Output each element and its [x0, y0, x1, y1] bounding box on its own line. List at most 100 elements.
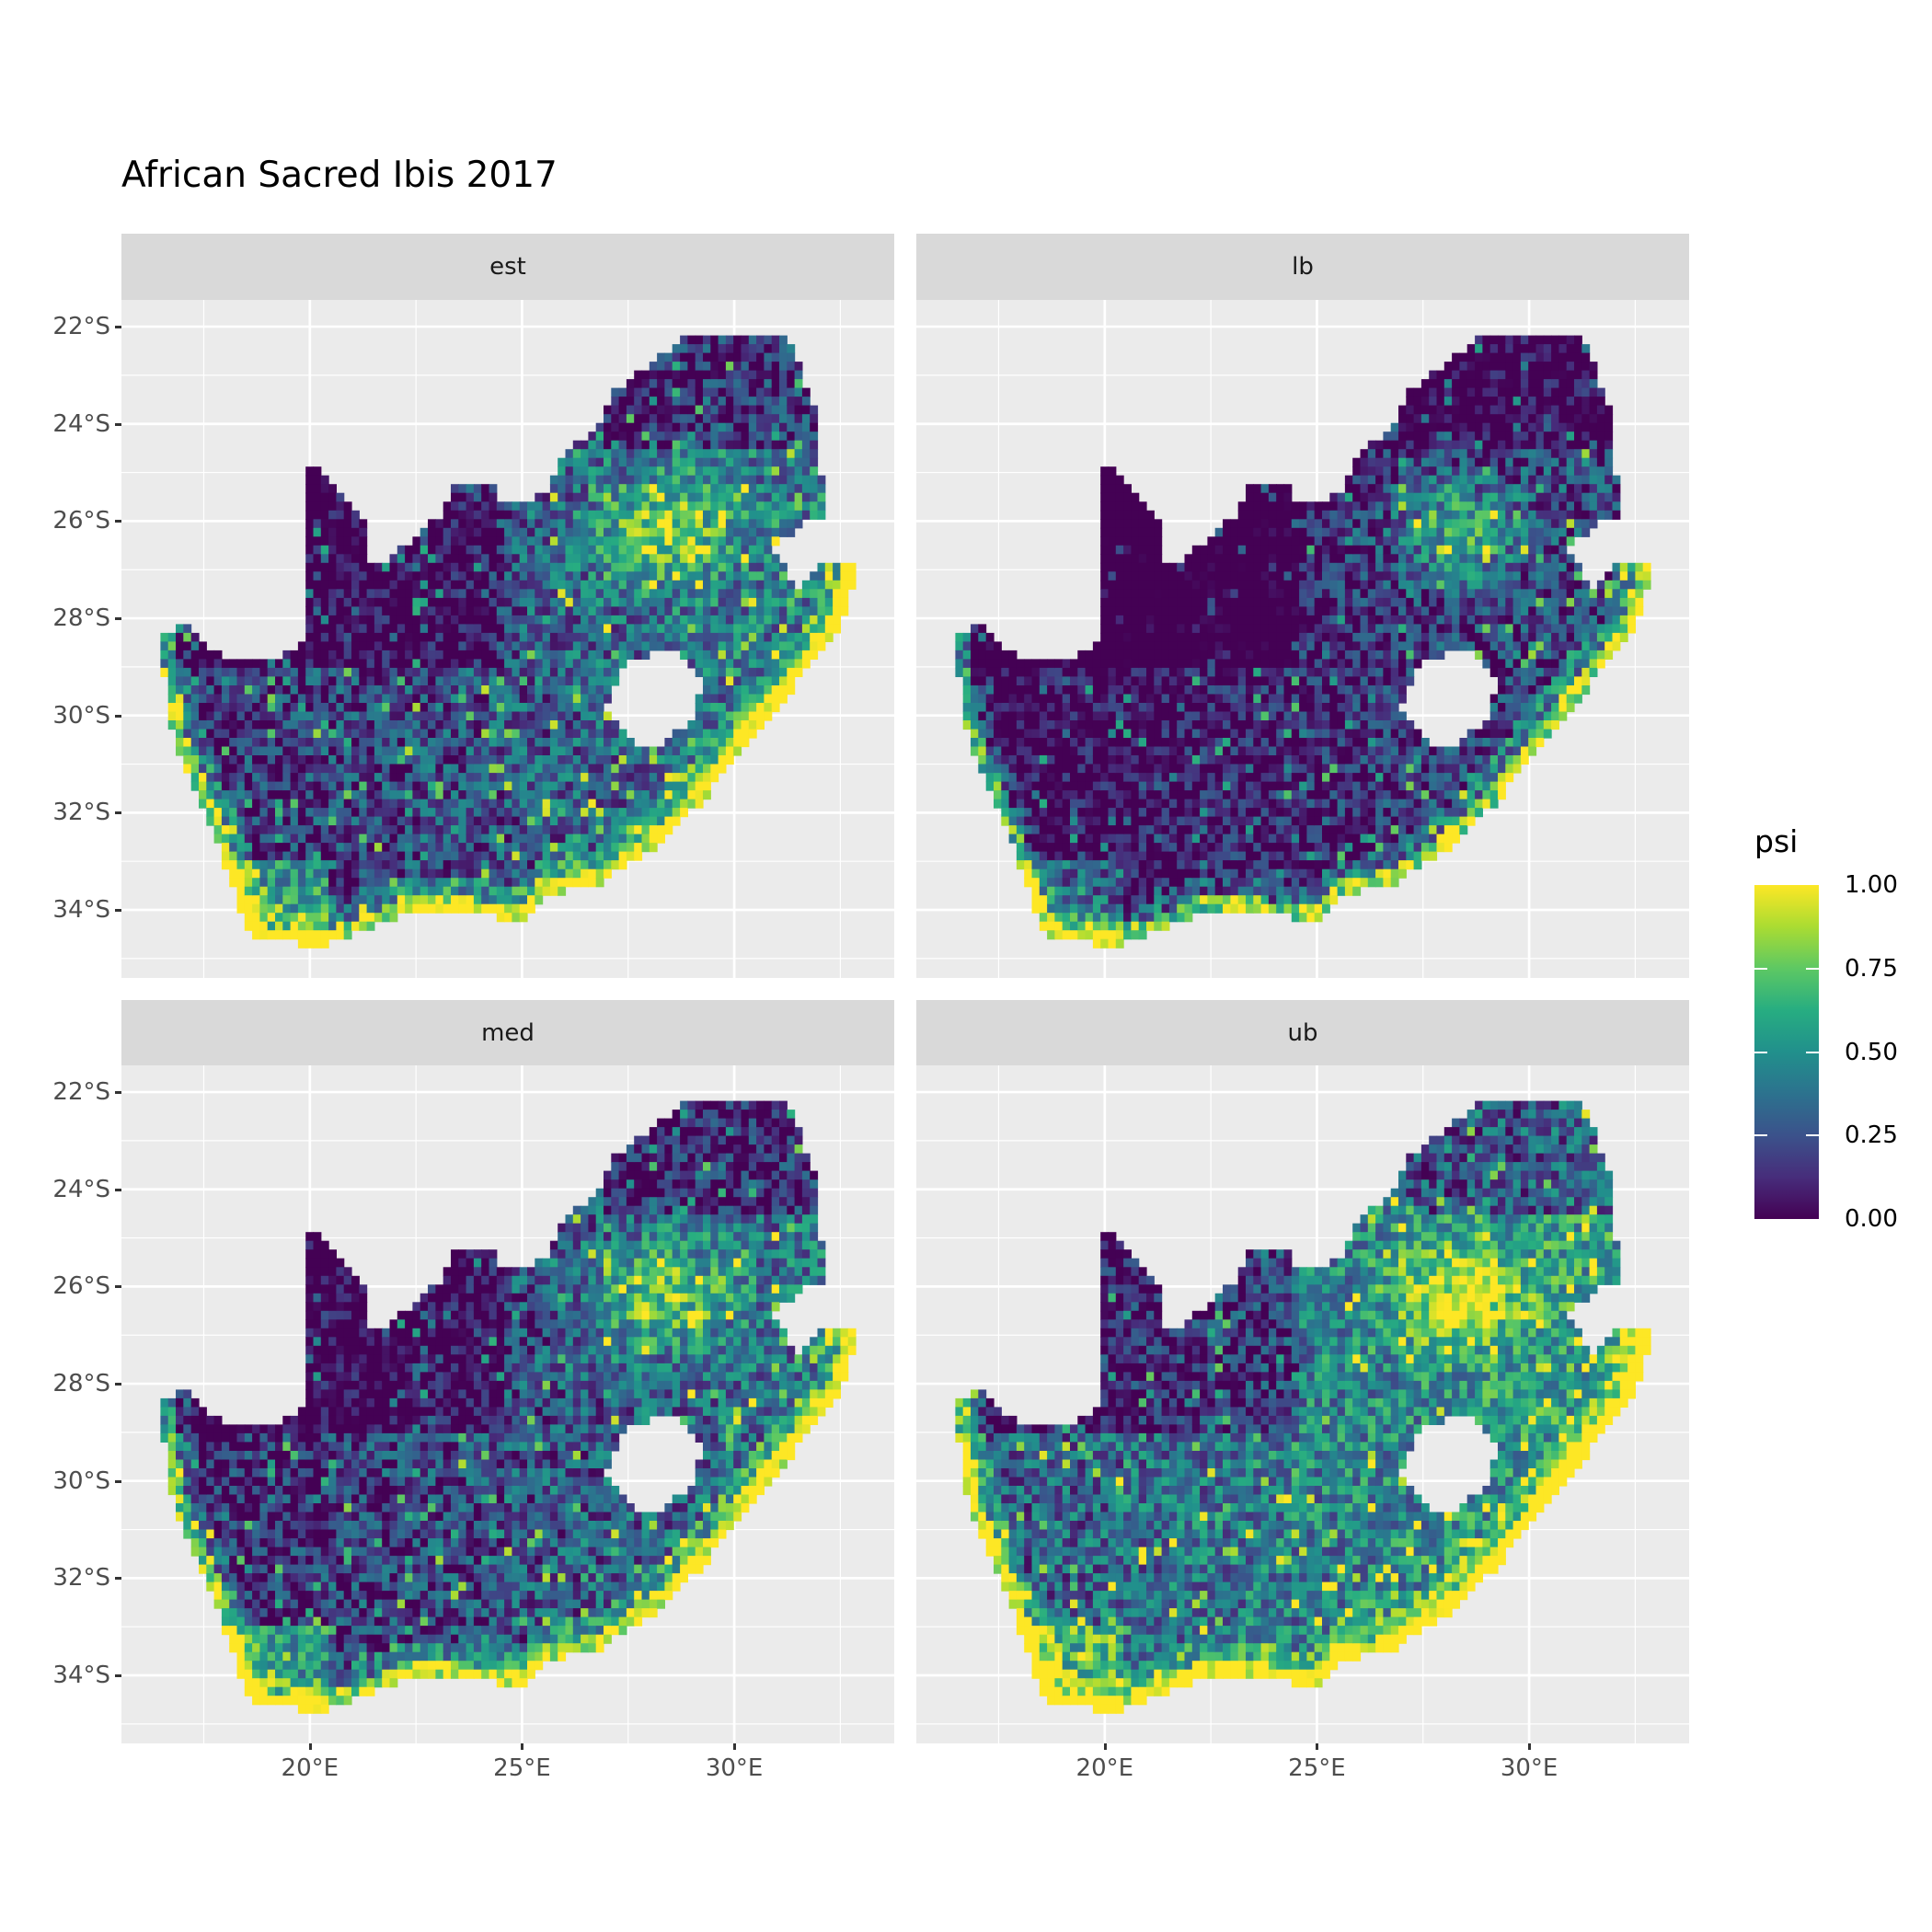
raster-cell: [718, 492, 727, 502]
raster-cell: [994, 755, 1002, 765]
raster-cell: [710, 606, 719, 616]
raster-cell: [466, 816, 475, 826]
raster-cell: [687, 641, 696, 651]
raster-cell: [443, 878, 452, 888]
raster-cell: [542, 667, 551, 677]
raster-cell: [604, 624, 612, 634]
raster-cell: [764, 344, 773, 354]
raster-cell: [718, 449, 727, 459]
raster-cell: [703, 711, 711, 721]
raster-cell: [1138, 878, 1147, 888]
raster-cell: [1223, 703, 1231, 713]
raster-cell: [428, 860, 436, 870]
raster-cell: [611, 580, 620, 590]
raster-cell: [542, 781, 551, 791]
raster-cell: [267, 667, 276, 677]
raster-cell: [259, 764, 269, 774]
raster-cell: [695, 492, 704, 502]
raster-cell: [320, 764, 329, 774]
raster-cell: [710, 571, 719, 581]
raster-cell: [756, 685, 765, 696]
raster-cell: [985, 667, 995, 677]
raster-cell: [549, 571, 558, 581]
raster-cell: [1039, 694, 1048, 704]
raster-cell: [1115, 868, 1124, 879]
raster-cell: [588, 773, 597, 783]
raster-cell: [519, 536, 528, 546]
raster-cell: [1146, 903, 1155, 914]
raster-cell: [374, 851, 383, 861]
raster-cell: [1223, 527, 1231, 537]
raster-cell: [634, 764, 643, 774]
raster-cell: [787, 615, 796, 625]
raster-cell: [1054, 834, 1064, 844]
raster-cell: [618, 816, 627, 826]
raster-cell: [801, 510, 811, 520]
raster-cell: [489, 729, 498, 739]
raster-cell: [519, 641, 528, 651]
raster-cell: [466, 868, 475, 879]
raster-cell: [687, 764, 696, 774]
raster-cell: [1115, 659, 1124, 669]
raster-cell: [481, 685, 490, 696]
raster-cell: [313, 738, 322, 748]
raster-cell: [458, 685, 467, 696]
raster-cell: [1092, 659, 1101, 669]
raster-cell: [183, 685, 192, 696]
raster-cell: [710, 667, 719, 677]
raster-cell: [581, 641, 589, 651]
raster-cell: [527, 571, 535, 581]
raster-cell: [1184, 615, 1193, 625]
raster-cell: [710, 370, 719, 380]
raster-cell: [1047, 799, 1055, 809]
raster-cell: [374, 571, 383, 581]
raster-cell: [1161, 685, 1170, 696]
raster-cell: [1146, 746, 1155, 756]
raster-cell: [687, 624, 696, 634]
raster-cell: [297, 851, 306, 861]
raster-cell: [1108, 808, 1117, 818]
raster-cell: [634, 527, 643, 537]
raster-cell: [481, 641, 490, 651]
raster-cell: [1100, 799, 1110, 809]
raster-cell: [535, 641, 544, 651]
raster-cell: [236, 764, 246, 774]
raster-cell: [451, 878, 459, 888]
raster-cell: [1223, 790, 1231, 800]
raster-cell: [664, 738, 673, 748]
facet-panel-est: [121, 300, 894, 978]
raster-cell: [1161, 895, 1170, 905]
raster-cell: [1024, 816, 1033, 826]
raster-cell: [305, 825, 315, 835]
raster-cell: [581, 492, 589, 502]
raster-cell: [710, 764, 719, 774]
raster-cell: [1077, 703, 1087, 713]
raster-cell: [1168, 597, 1178, 607]
raster-cell: [305, 632, 315, 642]
raster-cell: [458, 799, 467, 809]
raster-cell: [252, 667, 260, 677]
raster-cell: [1131, 764, 1140, 774]
raster-cell: [565, 878, 574, 888]
raster-cell: [1077, 773, 1087, 783]
raster-cell: [741, 501, 750, 512]
raster-cell: [535, 685, 544, 696]
raster-cell: [1168, 738, 1178, 748]
raster-cell: [1047, 667, 1055, 677]
raster-cell: [588, 449, 597, 459]
raster-cell: [1115, 886, 1124, 896]
raster-cell: [428, 527, 436, 537]
raster-cell: [389, 650, 398, 660]
raster-cell: [374, 711, 383, 721]
raster-cell: [1092, 921, 1101, 931]
raster-cell: [443, 571, 452, 581]
raster-cell: [305, 921, 315, 931]
raster-cell: [649, 484, 658, 494]
raster-cell: [1177, 641, 1186, 651]
raster-cell: [221, 703, 230, 713]
raster-cell: [1092, 834, 1101, 844]
raster-cell: [1024, 738, 1033, 748]
raster-cell: [1214, 886, 1224, 896]
raster-cell: [535, 843, 544, 853]
raster-cell: [183, 676, 192, 686]
